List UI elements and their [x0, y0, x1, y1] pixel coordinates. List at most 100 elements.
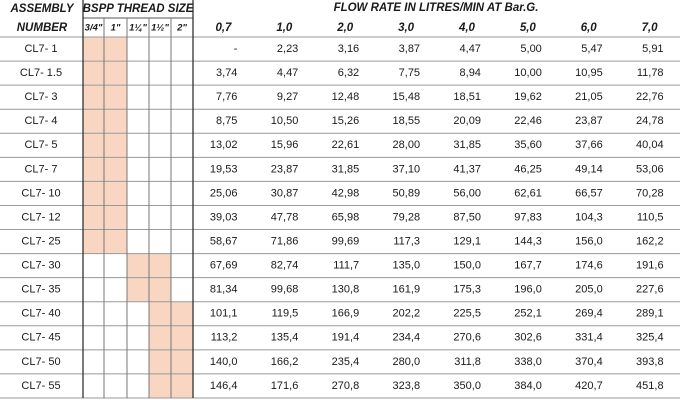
- assembly-number: CL7- 40: [21, 308, 60, 320]
- thread-header: BSPP THREAD SIZE: [83, 3, 194, 15]
- assembly-number: CL7- 10: [21, 187, 60, 199]
- pressure: 4,0: [458, 22, 476, 34]
- flow-value: 3,74: [216, 67, 237, 79]
- flow-value: 10,95: [575, 67, 603, 79]
- flow-value: 31,85: [453, 139, 481, 151]
- flow-value: 4,47: [277, 67, 298, 79]
- assembly-number: CL7- 1: [24, 43, 57, 55]
- thread-shade: [104, 157, 127, 182]
- thread-shade: [83, 61, 104, 86]
- flow-value: 12,48: [332, 91, 360, 103]
- flow-value: 46,25: [514, 163, 542, 175]
- flow-value: 370,4: [575, 356, 603, 368]
- thread-shade: [83, 37, 104, 62]
- flow-value: 338,0: [514, 356, 542, 368]
- flow-value: 70,28: [636, 187, 664, 199]
- flow-value: 19,53: [210, 163, 238, 175]
- assembly-number: CL7- 4: [24, 115, 57, 127]
- flow-value: 117,3: [393, 235, 420, 247]
- thread-shade: [83, 229, 104, 254]
- thread-shade: [83, 109, 104, 134]
- thread-shade: [104, 205, 127, 230]
- flow-value: 81,34: [210, 284, 238, 296]
- flow-value: 451,8: [636, 380, 664, 392]
- flow-value: 49,14: [575, 163, 603, 175]
- flow-value: 37,10: [393, 163, 421, 175]
- assembly-header: ASSEMBLY: [9, 3, 74, 15]
- flow-value: 235,4: [332, 356, 360, 368]
- flow-value: 15,96: [271, 139, 299, 151]
- flow-value: 42,98: [332, 187, 360, 199]
- flow-value: 22,61: [332, 139, 360, 151]
- flow-value: 37,66: [575, 139, 603, 151]
- flow-value: 171,6: [271, 380, 299, 392]
- flow-value: 62,61: [514, 187, 542, 199]
- flow-value: 18,55: [393, 115, 421, 127]
- flow-value: 15,48: [393, 91, 421, 103]
- flow-value: 135,0: [393, 260, 421, 272]
- pressure: 1,0: [276, 22, 293, 34]
- flow-value: 420,7: [575, 380, 603, 392]
- flow-value: 280,0: [393, 356, 421, 368]
- thread-shade: [104, 85, 127, 110]
- assembly-number: CL7- 55: [21, 380, 60, 392]
- flow-value: 28,00: [393, 139, 421, 151]
- flow-value: 71,86: [271, 235, 299, 247]
- thread-shade: [149, 325, 171, 350]
- flow-value: 325,4: [636, 332, 664, 344]
- flow-value: 23,87: [271, 163, 299, 175]
- flow-value: 130,8: [332, 284, 360, 296]
- thread-shade: [83, 205, 104, 230]
- flow-value: 191,4: [332, 332, 360, 344]
- thread-shade: [171, 301, 193, 326]
- flow-value: 47,78: [271, 211, 299, 223]
- flow-value: 22,46: [514, 115, 542, 127]
- flow-value: 50,89: [393, 187, 421, 199]
- flow-header: FLOW RATE IN LITRES/MIN AT Bar.G.: [334, 2, 539, 14]
- flow-value: 7,76: [216, 91, 237, 103]
- flow-value: 20,09: [453, 115, 481, 127]
- flow-value: 10,00: [514, 67, 542, 79]
- thread-shade: [83, 181, 104, 206]
- flow-value: 5,47: [581, 43, 602, 55]
- flow-value: 40,04: [636, 139, 664, 151]
- flow-value: 167,7: [514, 260, 542, 272]
- thread-size: 2": [176, 23, 187, 34]
- thread-shade: [104, 181, 127, 206]
- assembly-number: CL7- 35: [21, 284, 60, 296]
- assembly-number: CL7- 12: [21, 211, 60, 223]
- assembly-number: CL7- 25: [21, 235, 60, 247]
- assembly-number: CL7- 30: [21, 260, 60, 272]
- flow-value: 18,51: [453, 91, 481, 103]
- thread-shade: [171, 325, 193, 350]
- flow-value: 150,0: [453, 260, 481, 272]
- flow-value: 269,4: [575, 308, 603, 320]
- flow-value: 225,5: [453, 308, 481, 320]
- flow-value: 252,1: [514, 308, 542, 320]
- flow-value: 331,4: [575, 332, 603, 344]
- assembly-number: CL7- 1.5: [20, 67, 62, 79]
- flow-value: 8,94: [460, 67, 481, 79]
- flow-value: 65,98: [332, 211, 360, 223]
- flow-value: 234,4: [393, 332, 421, 344]
- flow-value: 24,78: [636, 115, 664, 127]
- thread-shade: [149, 301, 171, 326]
- flow-value: 39,03: [210, 211, 238, 223]
- flow-value: 101,1: [210, 308, 238, 320]
- flow-value: 97,83: [514, 211, 542, 223]
- flow-value: 25,06: [210, 187, 238, 199]
- thread-shade: [171, 373, 193, 398]
- thread-size: 1½": [151, 23, 169, 34]
- pressure: 3,0: [398, 22, 415, 34]
- thread-size: 1": [111, 23, 121, 34]
- flow-value: 3,87: [399, 43, 420, 55]
- flow-value: 66,57: [575, 187, 603, 199]
- flow-value: 311,8: [454, 356, 481, 368]
- assembly-number: CL7- 45: [21, 332, 60, 344]
- flow-value: 21,05: [575, 91, 603, 103]
- thread-shade: [83, 157, 104, 182]
- flow-value: 393,8: [636, 356, 664, 368]
- flow-value: 23,87: [575, 115, 603, 127]
- flow-value: 111,7: [333, 260, 359, 272]
